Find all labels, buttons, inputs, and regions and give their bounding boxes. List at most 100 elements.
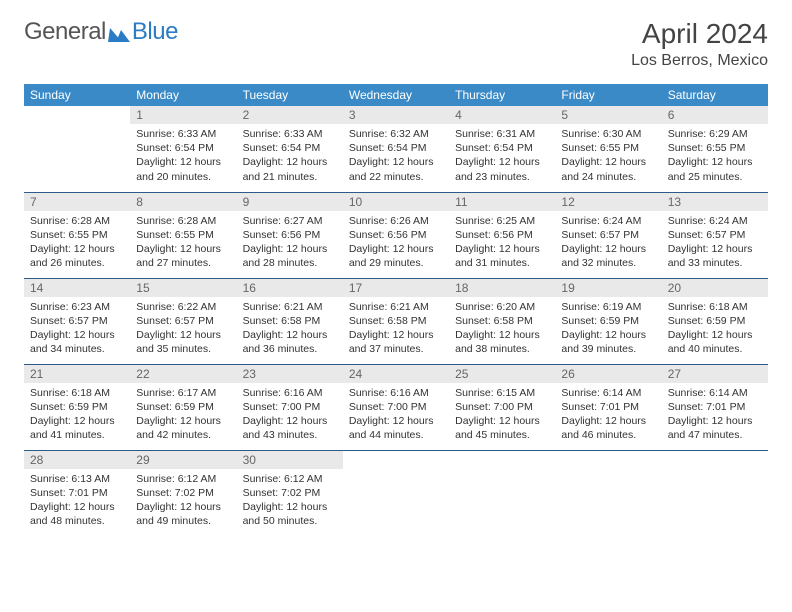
daylight-line: Daylight: 12 hours and 26 minutes.	[30, 242, 124, 270]
day-details: Sunrise: 6:30 AMSunset: 6:55 PMDaylight:…	[555, 124, 661, 188]
daylight-line: Daylight: 12 hours and 37 minutes.	[349, 328, 443, 356]
day-number: 1	[130, 106, 236, 124]
day-number: 4	[449, 106, 555, 124]
page-header: General Blue April 2024 Los Berros, Mexi…	[24, 18, 768, 70]
day-cell: 5Sunrise: 6:30 AMSunset: 6:55 PMDaylight…	[555, 106, 661, 192]
daylight-line: Daylight: 12 hours and 22 minutes.	[349, 155, 443, 183]
sunset-line: Sunset: 7:00 PM	[455, 400, 549, 414]
location-subtitle: Los Berros, Mexico	[631, 52, 768, 70]
sunrise-line: Sunrise: 6:18 AM	[30, 386, 124, 400]
empty-cell	[24, 106, 130, 192]
sunrise-line: Sunrise: 6:23 AM	[30, 300, 124, 314]
day-number: 6	[662, 106, 768, 124]
sunset-line: Sunset: 6:55 PM	[30, 228, 124, 242]
day-cell: 24Sunrise: 6:16 AMSunset: 7:00 PMDayligh…	[343, 364, 449, 450]
daylight-line: Daylight: 12 hours and 41 minutes.	[30, 414, 124, 442]
day-details: Sunrise: 6:27 AMSunset: 6:56 PMDaylight:…	[237, 211, 343, 275]
day-details: Sunrise: 6:24 AMSunset: 6:57 PMDaylight:…	[555, 211, 661, 275]
day-number: 23	[237, 365, 343, 383]
sunset-line: Sunset: 6:54 PM	[455, 141, 549, 155]
daylight-line: Daylight: 12 hours and 48 minutes.	[30, 500, 124, 528]
sunset-line: Sunset: 6:55 PM	[561, 141, 655, 155]
sunset-line: Sunset: 6:58 PM	[349, 314, 443, 328]
sunset-line: Sunset: 6:54 PM	[349, 141, 443, 155]
sunrise-line: Sunrise: 6:26 AM	[349, 214, 443, 228]
day-cell: 19Sunrise: 6:19 AMSunset: 6:59 PMDayligh…	[555, 278, 661, 364]
daylight-line: Daylight: 12 hours and 40 minutes.	[668, 328, 762, 356]
daylight-line: Daylight: 12 hours and 43 minutes.	[243, 414, 337, 442]
daylight-line: Daylight: 12 hours and 49 minutes.	[136, 500, 230, 528]
day-details: Sunrise: 6:33 AMSunset: 6:54 PMDaylight:…	[130, 124, 236, 188]
day-details: Sunrise: 6:18 AMSunset: 6:59 PMDaylight:…	[24, 383, 130, 447]
weekday-header: Thursday	[449, 84, 555, 106]
day-number: 3	[343, 106, 449, 124]
day-number: 27	[662, 365, 768, 383]
day-cell: 25Sunrise: 6:15 AMSunset: 7:00 PMDayligh…	[449, 364, 555, 450]
calendar-body: 1Sunrise: 6:33 AMSunset: 6:54 PMDaylight…	[24, 106, 768, 536]
day-cell: 16Sunrise: 6:21 AMSunset: 6:58 PMDayligh…	[237, 278, 343, 364]
sunrise-line: Sunrise: 6:12 AM	[243, 472, 337, 486]
sunset-line: Sunset: 7:00 PM	[243, 400, 337, 414]
day-number: 2	[237, 106, 343, 124]
logo: General Blue	[24, 18, 178, 46]
sunset-line: Sunset: 6:57 PM	[561, 228, 655, 242]
day-cell: 2Sunrise: 6:33 AMSunset: 6:54 PMDaylight…	[237, 106, 343, 192]
day-number: 30	[237, 451, 343, 469]
weekday-header: Friday	[555, 84, 661, 106]
day-details: Sunrise: 6:19 AMSunset: 6:59 PMDaylight:…	[555, 297, 661, 361]
sunrise-line: Sunrise: 6:16 AM	[243, 386, 337, 400]
daylight-line: Daylight: 12 hours and 44 minutes.	[349, 414, 443, 442]
sunset-line: Sunset: 6:58 PM	[455, 314, 549, 328]
day-details: Sunrise: 6:12 AMSunset: 7:02 PMDaylight:…	[130, 469, 236, 533]
sunrise-line: Sunrise: 6:33 AM	[243, 127, 337, 141]
daylight-line: Daylight: 12 hours and 39 minutes.	[561, 328, 655, 356]
sunrise-line: Sunrise: 6:24 AM	[668, 214, 762, 228]
sunset-line: Sunset: 7:00 PM	[349, 400, 443, 414]
day-details: Sunrise: 6:31 AMSunset: 6:54 PMDaylight:…	[449, 124, 555, 188]
sunset-line: Sunset: 6:57 PM	[668, 228, 762, 242]
day-cell: 28Sunrise: 6:13 AMSunset: 7:01 PMDayligh…	[24, 450, 130, 536]
day-cell: 11Sunrise: 6:25 AMSunset: 6:56 PMDayligh…	[449, 192, 555, 278]
sunset-line: Sunset: 7:02 PM	[136, 486, 230, 500]
day-number: 21	[24, 365, 130, 383]
day-number: 13	[662, 193, 768, 211]
sunrise-line: Sunrise: 6:21 AM	[349, 300, 443, 314]
day-details: Sunrise: 6:26 AMSunset: 6:56 PMDaylight:…	[343, 211, 449, 275]
sunrise-line: Sunrise: 6:16 AM	[349, 386, 443, 400]
day-details: Sunrise: 6:17 AMSunset: 6:59 PMDaylight:…	[130, 383, 236, 447]
day-cell: 26Sunrise: 6:14 AMSunset: 7:01 PMDayligh…	[555, 364, 661, 450]
sunset-line: Sunset: 6:56 PM	[349, 228, 443, 242]
sunrise-line: Sunrise: 6:12 AM	[136, 472, 230, 486]
day-cell: 6Sunrise: 6:29 AMSunset: 6:55 PMDaylight…	[662, 106, 768, 192]
day-number: 9	[237, 193, 343, 211]
sunrise-line: Sunrise: 6:27 AM	[243, 214, 337, 228]
day-number: 18	[449, 279, 555, 297]
empty-cell	[449, 450, 555, 536]
day-details: Sunrise: 6:16 AMSunset: 7:00 PMDaylight:…	[343, 383, 449, 447]
day-details: Sunrise: 6:13 AMSunset: 7:01 PMDaylight:…	[24, 469, 130, 533]
day-number: 12	[555, 193, 661, 211]
sunrise-line: Sunrise: 6:28 AM	[136, 214, 230, 228]
sunrise-line: Sunrise: 6:25 AM	[455, 214, 549, 228]
day-number: 25	[449, 365, 555, 383]
day-number: 8	[130, 193, 236, 211]
daylight-line: Daylight: 12 hours and 50 minutes.	[243, 500, 337, 528]
daylight-line: Daylight: 12 hours and 23 minutes.	[455, 155, 549, 183]
day-cell: 22Sunrise: 6:17 AMSunset: 6:59 PMDayligh…	[130, 364, 236, 450]
day-details: Sunrise: 6:15 AMSunset: 7:00 PMDaylight:…	[449, 383, 555, 447]
sunrise-line: Sunrise: 6:14 AM	[668, 386, 762, 400]
weekday-header: Sunday	[24, 84, 130, 106]
logo-text-general: General	[24, 18, 106, 46]
day-details: Sunrise: 6:23 AMSunset: 6:57 PMDaylight:…	[24, 297, 130, 361]
sunset-line: Sunset: 6:59 PM	[668, 314, 762, 328]
sunset-line: Sunset: 6:58 PM	[243, 314, 337, 328]
daylight-line: Daylight: 12 hours and 32 minutes.	[561, 242, 655, 270]
day-cell: 13Sunrise: 6:24 AMSunset: 6:57 PMDayligh…	[662, 192, 768, 278]
day-details: Sunrise: 6:24 AMSunset: 6:57 PMDaylight:…	[662, 211, 768, 275]
day-details: Sunrise: 6:16 AMSunset: 7:00 PMDaylight:…	[237, 383, 343, 447]
daylight-line: Daylight: 12 hours and 33 minutes.	[668, 242, 762, 270]
empty-cell	[555, 450, 661, 536]
sunset-line: Sunset: 6:59 PM	[30, 400, 124, 414]
weekday-header: Monday	[130, 84, 236, 106]
day-details: Sunrise: 6:32 AMSunset: 6:54 PMDaylight:…	[343, 124, 449, 188]
